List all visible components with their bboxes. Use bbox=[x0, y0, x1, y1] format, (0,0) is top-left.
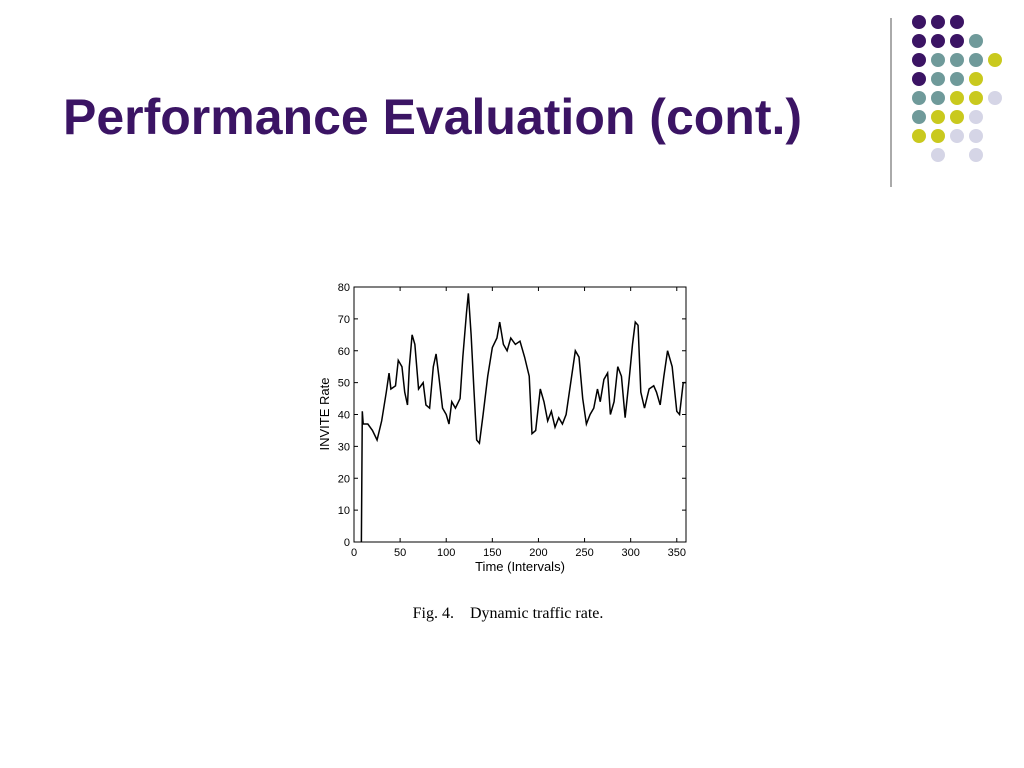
figure-caption: Fig. 4. Dynamic traffic rate. bbox=[413, 605, 604, 622]
x-tick-label: 150 bbox=[483, 547, 501, 559]
x-tick-label: 0 bbox=[351, 547, 357, 559]
dot bbox=[969, 148, 983, 162]
dot bbox=[912, 110, 926, 124]
dot bbox=[969, 129, 983, 143]
dot bbox=[950, 110, 964, 124]
dot bbox=[988, 53, 1002, 67]
dot bbox=[931, 53, 945, 67]
x-axis-label: Time (Intervals) bbox=[475, 559, 565, 574]
dot bbox=[931, 91, 945, 105]
y-tick-label: 70 bbox=[338, 314, 350, 326]
dot bbox=[931, 110, 945, 124]
y-axis-label: INVITE Rate bbox=[317, 378, 332, 451]
x-tick-label: 350 bbox=[668, 547, 686, 559]
dot bbox=[969, 34, 983, 48]
y-tick-label: 40 bbox=[338, 410, 350, 422]
x-tick-label: 100 bbox=[437, 547, 455, 559]
dot bbox=[950, 53, 964, 67]
x-tick-label: 200 bbox=[529, 547, 547, 559]
y-tick-label: 10 bbox=[338, 505, 350, 517]
y-tick-label: 0 bbox=[344, 537, 350, 549]
y-tick-label: 80 bbox=[338, 282, 350, 294]
y-tick-label: 30 bbox=[338, 441, 350, 453]
dot bbox=[969, 53, 983, 67]
data-line bbox=[360, 293, 686, 543]
dot bbox=[912, 53, 926, 67]
y-tick-label: 50 bbox=[338, 378, 350, 390]
dot bbox=[912, 15, 926, 29]
dot bbox=[931, 15, 945, 29]
dot bbox=[931, 148, 945, 162]
dot bbox=[931, 34, 945, 48]
dot bbox=[931, 129, 945, 143]
dot bbox=[969, 72, 983, 86]
dot bbox=[912, 72, 926, 86]
dot bbox=[950, 91, 964, 105]
dot bbox=[969, 91, 983, 105]
dot bbox=[969, 110, 983, 124]
dot bbox=[950, 129, 964, 143]
plot-frame bbox=[353, 286, 687, 543]
dot-grid bbox=[912, 15, 1002, 162]
x-tick-label: 300 bbox=[621, 547, 639, 559]
dot bbox=[950, 34, 964, 48]
dot bbox=[912, 91, 926, 105]
dot bbox=[988, 91, 1002, 105]
dot bbox=[950, 72, 964, 86]
y-tick-label: 20 bbox=[338, 473, 350, 485]
slide-title: Performance Evaluation (cont.) bbox=[63, 89, 803, 145]
dot bbox=[950, 15, 964, 29]
decoration bbox=[890, 15, 1002, 187]
x-tick-label: 50 bbox=[394, 547, 406, 559]
y-tick-label: 60 bbox=[338, 346, 350, 358]
x-tick-label: 250 bbox=[575, 547, 593, 559]
dot bbox=[931, 72, 945, 86]
dot bbox=[912, 34, 926, 48]
dot bbox=[912, 129, 926, 143]
